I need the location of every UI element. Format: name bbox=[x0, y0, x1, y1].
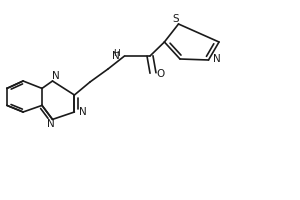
Text: N: N bbox=[79, 107, 87, 117]
Text: N: N bbox=[47, 119, 55, 129]
Text: H: H bbox=[113, 48, 119, 58]
Text: N: N bbox=[213, 54, 221, 64]
Text: N: N bbox=[112, 51, 119, 61]
Text: O: O bbox=[156, 69, 165, 79]
Text: N: N bbox=[52, 71, 59, 81]
Text: S: S bbox=[173, 14, 179, 24]
